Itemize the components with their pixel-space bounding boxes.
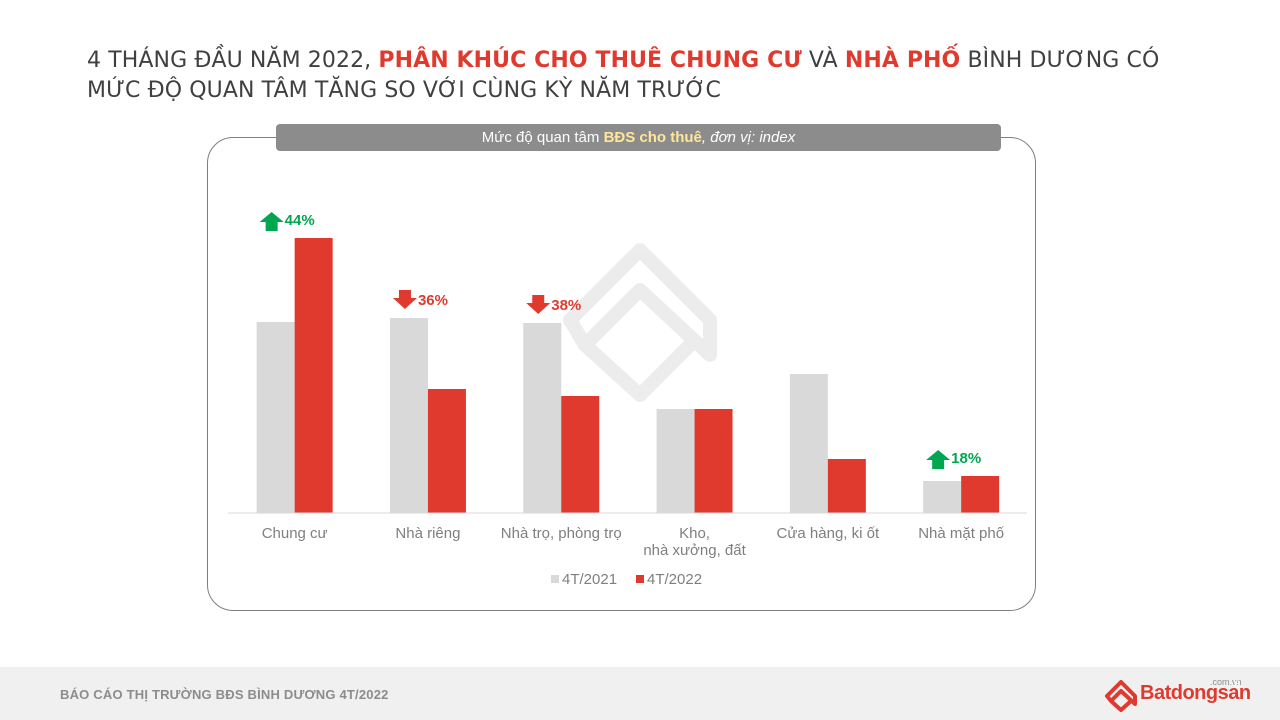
arrow-down-icon <box>526 295 551 314</box>
change-label: 18% <box>951 450 981 467</box>
chart-header-unit: , đơn vị: index <box>701 129 796 146</box>
bar-2021-2 <box>523 323 562 513</box>
bar-2022-4 <box>827 459 866 513</box>
bar-2022-2 <box>561 396 600 513</box>
change-label: 36% <box>418 292 448 309</box>
arrow-up-icon <box>926 450 951 469</box>
legend-swatch <box>636 575 644 583</box>
arrow-up-icon <box>259 212 284 231</box>
change-label: 44% <box>285 212 315 229</box>
chart-header-prefix: Mức độ quan tâm <box>481 129 604 146</box>
bar-2022-0 <box>294 238 333 513</box>
title-part-3: BÌNH DƯƠNG CÓ MỨC ĐỘ QUAN TÂM TĂNG SO VỚ… <box>87 48 1160 103</box>
footer-report-title: BÁO CÁO THỊ TRƯỜNG BĐS BÌNH DƯƠNG 4T/202… <box>60 687 389 702</box>
bar-chart: Chung cư Nhà riêng Nhà trọ, phòng trọ Kho,n… <box>228 212 1027 588</box>
batdongsan-logo-icon <box>1105 680 1137 712</box>
arrow-down-icon <box>392 290 417 309</box>
legend-label: 4T/2021 <box>562 571 617 588</box>
legend-label: 4T/2022 <box>647 571 702 588</box>
change-label: 38% <box>551 297 581 314</box>
page-number: 6 <box>1234 679 1241 691</box>
x-tick-label: Nhà mặt phố <box>918 525 1005 542</box>
bar-2021-0 <box>256 322 295 513</box>
x-tick-label: Nhà riêng <box>395 525 460 542</box>
x-tick-label: Chung cư <box>262 525 328 542</box>
title-highlight-townhouse: NHÀ PHỐ <box>844 48 961 73</box>
x-tick-label: Cửa hàng, ki ốt <box>777 525 880 542</box>
footer: BÁO CÁO THỊ TRƯỜNG BĐS BÌNH DƯƠNG 4T/202… <box>0 667 1280 720</box>
bar-2022-5 <box>961 476 1000 513</box>
x-tick-label: Nhà trọ, phòng trọ <box>501 525 622 542</box>
bar-2021-5 <box>923 481 962 513</box>
bar-2022-1 <box>427 389 466 513</box>
bar-2021-4 <box>789 374 828 513</box>
x-tick-label: nhà xưởng, đất <box>643 542 746 559</box>
bar-2021-3 <box>656 409 695 513</box>
title-part-1: 4 THÁNG ĐẦU NĂM 2022, <box>87 48 379 73</box>
legend-swatch <box>551 575 559 583</box>
bar-2022-3 <box>694 409 733 513</box>
brand-domain: .com.vn <box>1210 677 1242 687</box>
x-tick-label: Kho, <box>679 525 710 542</box>
title-part-2: VÀ <box>801 48 845 73</box>
watermark-logo <box>563 243 717 402</box>
bar-2021-1 <box>389 318 428 513</box>
chart-header: Mức độ quan tâm BĐS cho thuê, đơn vị: in… <box>276 124 1001 151</box>
chart-frame <box>207 137 1036 611</box>
title-highlight-apartment: PHÂN KHÚC CHO THUÊ CHUNG CƯ <box>378 48 802 73</box>
slide-title: 4 THÁNG ĐẦU NĂM 2022, PHÂN KHÚC CHO THUÊ… <box>87 46 1207 106</box>
chart-header-highlight: BĐS cho thuê <box>603 129 702 146</box>
brand-name: Batdongsan <box>1140 682 1251 704</box>
